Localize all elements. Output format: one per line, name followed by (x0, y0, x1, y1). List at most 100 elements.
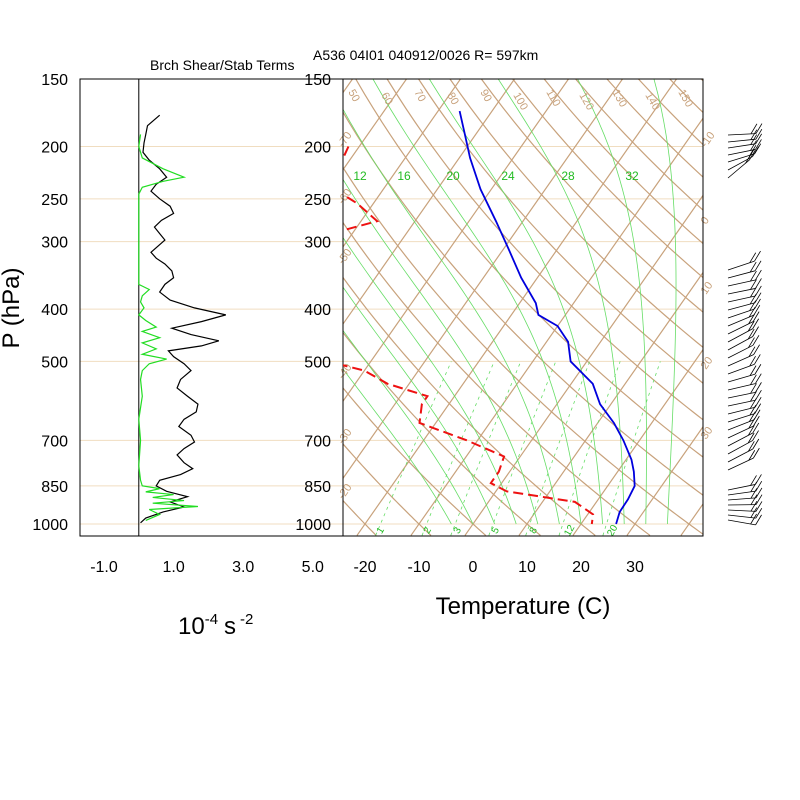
isotherm (680, 502, 703, 536)
moist-adiabat-label: 32 (625, 169, 639, 183)
mixing-ratio-line (488, 361, 557, 536)
isotherm (789, 27, 800, 536)
dry-adiabat (343, 499, 377, 536)
stability-line (137, 134, 199, 522)
x-tick-label: 1.0 (162, 559, 184, 576)
moist-adiabat (428, 79, 603, 525)
wind-barb (727, 250, 761, 271)
dry-adiabat-label: 130 (609, 88, 629, 110)
isotherm (343, 79, 624, 480)
mixing-ratio-line (602, 361, 661, 536)
wind-barb (727, 409, 761, 431)
dry-adiabat-label: 80 (444, 91, 461, 108)
mixing-ratio-label: 1 (375, 525, 388, 536)
mixing-ratio-line (421, 361, 495, 536)
pressure-tick-label: 300 (41, 235, 68, 252)
x-tick-label: 10 (518, 559, 536, 576)
wind-barb (727, 500, 763, 512)
x-tick-label: 0 (469, 559, 478, 576)
mixing-ratio-line (375, 361, 452, 536)
isotherm (0, 27, 227, 536)
pressure-labels-left: 150 200 250 300 400 500 700 850 1000 (32, 72, 68, 534)
isotherm-label: -30 (336, 427, 355, 447)
dry-adiabat-label: 150 (675, 88, 695, 110)
wind-barb (727, 415, 760, 439)
isotherm-label: 30 (699, 425, 716, 442)
pressure-tick-label: 250 (304, 192, 331, 209)
x-tick-label: 30 (626, 559, 644, 576)
mixing-ratio-label: 20 (605, 523, 620, 539)
pressure-tick-label: 400 (304, 302, 331, 319)
moist-adiabat (343, 178, 539, 525)
dry-adiabat (343, 331, 541, 536)
pressure-tick-label: 500 (304, 354, 331, 371)
mixing-ratio-line (558, 361, 621, 536)
mixing-ratio-label: 3 (452, 525, 465, 536)
wind-barb (727, 128, 763, 143)
units-base: 10 (178, 613, 205, 640)
pressure-tick-label: 700 (304, 433, 331, 450)
wind-barb (727, 139, 762, 156)
wind-barb (727, 149, 756, 179)
isotherm (343, 79, 408, 171)
pressure-tick-label: 250 (41, 192, 68, 209)
mixing-ratio-label: 5 (490, 525, 503, 536)
wind-barb (727, 354, 761, 375)
isotherm-label: -20 (336, 482, 355, 502)
wind-barb (727, 507, 763, 519)
wind-barb (727, 487, 763, 501)
x-tick-label: -20 (353, 559, 376, 576)
isotherm (410, 117, 703, 536)
dry-adiabat-label: 140 (642, 91, 662, 113)
wind-barb (727, 318, 760, 343)
pressure-tick-label: 200 (41, 139, 68, 156)
isotherm (343, 79, 570, 403)
isotherm (343, 79, 462, 248)
moist-adiabat (372, 79, 582, 525)
wind-barb (727, 403, 762, 423)
moist-adiabat-label: 16 (397, 169, 411, 183)
wind-barb (727, 123, 763, 136)
moist-adiabat-label: 24 (501, 169, 515, 183)
left-panel-title: Brch Shear/Stab Terms (150, 57, 294, 73)
pressure-labels-mid: 150 200 250 300 400 500 700 850 1000 (295, 72, 331, 534)
dry-adiabat (417, 79, 703, 384)
wind-barb (727, 494, 763, 506)
dry-adiabat (386, 79, 703, 421)
moist-adiabat (653, 79, 677, 525)
shear-line (140, 114, 226, 524)
wind-barb (727, 422, 760, 447)
moist-adiabat-label: 28 (561, 169, 575, 183)
moist-adiabat (343, 368, 452, 525)
isotherm (356, 79, 678, 536)
pressure-tick-label: 400 (41, 302, 68, 319)
wind-barb (727, 292, 762, 311)
isotherm-label: 10 (699, 280, 716, 297)
wind-barb (727, 335, 760, 359)
units-exp2: -2 (240, 611, 253, 628)
isotherm (572, 348, 703, 536)
dry-adiabat (343, 443, 432, 536)
isotherm (0, 27, 335, 536)
dry-adiabat-label: 100 (510, 91, 530, 113)
x-axis-label: Temperature (C) (436, 593, 611, 620)
pressure-gridlines (80, 78, 703, 525)
wind-barb (727, 373, 762, 391)
wind-barb (727, 278, 762, 295)
dry-adiabat (343, 221, 651, 536)
moist-adiabat (343, 236, 517, 525)
moist-adiabat-label: 12 (353, 169, 367, 183)
y-axis-label: P (hPa) (0, 268, 25, 349)
dry-adiabat (480, 79, 703, 313)
wind-barb (727, 430, 759, 455)
dry-adiabat (700, 79, 703, 82)
x-tick-label: -10 (407, 559, 430, 576)
dry-adiabat (343, 166, 703, 535)
isotherm-label: 20 (699, 355, 716, 372)
pressure-tick-label: 300 (304, 235, 331, 252)
moist-adiabat-label: 20 (446, 169, 460, 183)
wind-barb (727, 133, 763, 149)
isotherm (0, 27, 281, 536)
pressure-tick-label: 700 (41, 433, 68, 450)
dry-adiabat-label: 50 (345, 88, 362, 105)
